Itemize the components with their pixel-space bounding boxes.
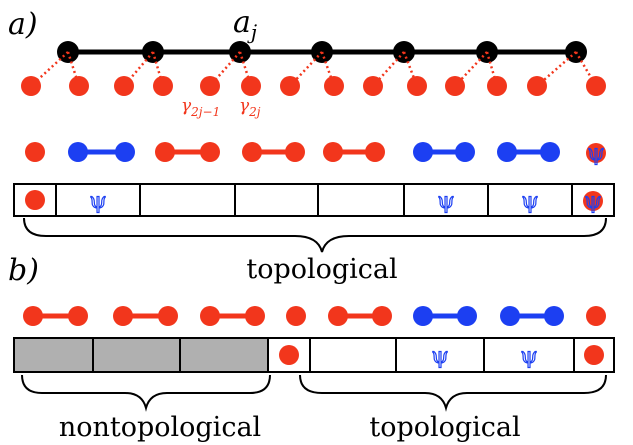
majorana-dot bbox=[527, 76, 547, 96]
pairing-row-b bbox=[23, 306, 606, 326]
red-bond-dot bbox=[365, 142, 385, 162]
gray-cell bbox=[179, 337, 269, 373]
red-bond-dot bbox=[200, 306, 220, 326]
red-bond-dot bbox=[242, 142, 262, 162]
cell-majorana-dot bbox=[584, 345, 604, 365]
cell bbox=[267, 337, 311, 373]
psi-icon: ψ bbox=[431, 344, 448, 369]
cell-majorana-dot bbox=[279, 345, 299, 365]
psi-icon: ψ bbox=[587, 141, 604, 166]
gray-cell bbox=[92, 337, 181, 373]
majorana-dot bbox=[280, 76, 300, 96]
red-bond-dot bbox=[68, 306, 88, 326]
single-majorana bbox=[586, 306, 606, 326]
gamma-2j-label: γ2j bbox=[239, 96, 261, 119]
psi-backdrop-dot bbox=[583, 191, 603, 211]
blue-bond-dot bbox=[500, 306, 520, 326]
panel-b-label: b) bbox=[8, 253, 39, 288]
site-label: aj bbox=[233, 5, 257, 44]
majorana-dot bbox=[69, 76, 89, 96]
brace-label-nontopological-b: nontopological bbox=[59, 412, 261, 443]
blue-bond-dot bbox=[457, 306, 477, 326]
psi-icon: ψ bbox=[89, 189, 106, 214]
majorana-link bbox=[238, 51, 253, 87]
cell-majorana-dot bbox=[25, 190, 45, 210]
brace-nontopological-b bbox=[21, 374, 271, 412]
cell bbox=[234, 183, 319, 217]
majorana-dot bbox=[114, 76, 134, 96]
brace-label-topological-b: topological bbox=[369, 412, 520, 443]
majorana-link bbox=[574, 51, 598, 87]
majorana-dot bbox=[407, 76, 427, 96]
brace-label-topological-a: topological bbox=[246, 254, 397, 285]
blue-bond-dot bbox=[540, 142, 560, 162]
red-bond-dot bbox=[328, 306, 348, 326]
red-bond-dot bbox=[158, 306, 178, 326]
psi-icon: ψ bbox=[520, 344, 537, 369]
majorana-link bbox=[536, 51, 577, 87]
blue-bond-dot bbox=[413, 142, 433, 162]
majorana-dot bbox=[487, 76, 507, 96]
psi-icon: ψ bbox=[437, 189, 454, 214]
gray-cell bbox=[13, 337, 94, 373]
single-majorana bbox=[25, 142, 45, 162]
psi-icon: ψ bbox=[584, 189, 601, 214]
majorana-dot bbox=[21, 76, 41, 96]
blue-bond-dot bbox=[115, 142, 135, 162]
majorana-dot bbox=[324, 76, 344, 96]
majorana-dot bbox=[200, 76, 220, 96]
majorana-dot bbox=[153, 76, 173, 96]
psi-icon: ψ bbox=[521, 189, 538, 214]
cell bbox=[139, 183, 236, 217]
red-bond-dot bbox=[323, 142, 343, 162]
red-bond-dot bbox=[245, 306, 265, 326]
red-bond-dot bbox=[372, 306, 392, 326]
brace-topological-b bbox=[299, 374, 607, 412]
majorana-dot bbox=[445, 76, 465, 96]
majorana-link bbox=[66, 51, 81, 87]
majorana-dot bbox=[363, 76, 383, 96]
red-bond-dot bbox=[113, 306, 133, 326]
majorana-link bbox=[485, 51, 499, 87]
red-bond-dot bbox=[200, 142, 220, 162]
psi-backdrop-dot bbox=[586, 143, 606, 163]
red-bond-dot bbox=[285, 142, 305, 162]
cell bbox=[317, 183, 405, 217]
blue-bond-dot bbox=[497, 142, 517, 162]
blue-bond-dot bbox=[455, 142, 475, 162]
cell bbox=[395, 337, 485, 373]
majorana-dots bbox=[21, 76, 606, 96]
majorana-link bbox=[151, 51, 165, 87]
pairing-row-a: ψ bbox=[25, 140, 606, 167]
panel-a-label: a) bbox=[8, 7, 38, 42]
majorana-dot bbox=[241, 76, 261, 96]
single-majorana bbox=[286, 306, 306, 326]
cell bbox=[309, 337, 397, 373]
majorana-dot bbox=[586, 76, 606, 96]
gamma-2j-1-label: γ2j−1 bbox=[181, 96, 220, 119]
brace-topological-a bbox=[23, 217, 607, 253]
blue-bond-dot bbox=[544, 306, 564, 326]
blue-bond-dot bbox=[413, 306, 433, 326]
cell bbox=[55, 183, 141, 217]
red-bond-dot bbox=[155, 142, 175, 162]
red-bond-dot bbox=[23, 306, 43, 326]
cell bbox=[483, 337, 575, 373]
blue-bond-dot bbox=[68, 142, 88, 162]
